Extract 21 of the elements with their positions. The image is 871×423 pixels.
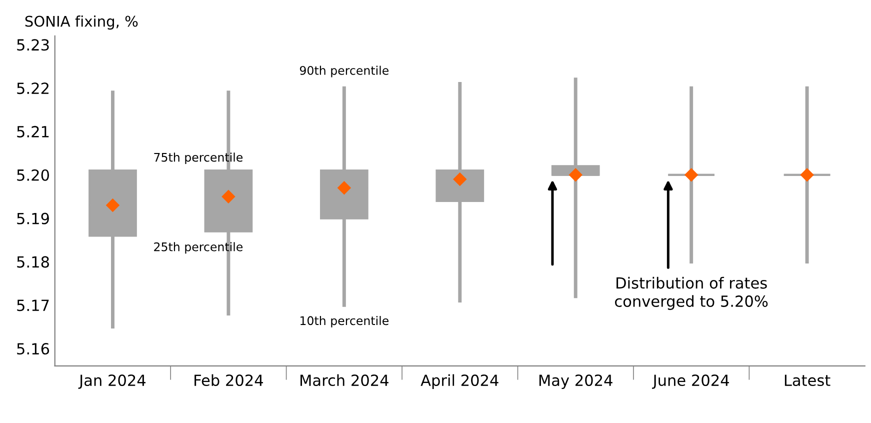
x-tick-label: May 2024 <box>539 374 612 390</box>
x-tick-label: March 2024 <box>300 374 388 386</box>
chart-title: SONIA fixing, % <box>25 15 138 30</box>
annotation: 25th percentile <box>154 242 243 254</box>
annotation: 75th percentile <box>154 152 243 164</box>
y-tick-label: 5.17 <box>17 300 49 312</box>
y-tick-label: 5.23 <box>17 39 49 51</box>
x-tick-label: Latest <box>784 374 830 386</box>
y-tick-label: 5.16 <box>17 342 50 355</box>
x-tick-label: Feb 2024 <box>194 374 263 386</box>
annotation: 90th percentile <box>300 66 388 78</box>
y-tick-label: 5.21 <box>17 126 49 138</box>
x-tick-label: April 2024 <box>420 374 498 390</box>
x-tick-label: Jan 2024 <box>78 374 146 389</box>
y-tick-label: 5.18 <box>17 256 49 268</box>
x-tick-label: June 2024 <box>652 374 729 389</box>
y-tick-label: 5.22 <box>17 82 48 94</box>
y-tick-label: 5.19 <box>17 212 49 224</box>
annotation: 10th percentile <box>300 316 388 328</box>
y-tick-label: 5.20 <box>17 169 49 181</box>
annotation: Distribution of rates converged to 5.20% <box>615 276 768 310</box>
